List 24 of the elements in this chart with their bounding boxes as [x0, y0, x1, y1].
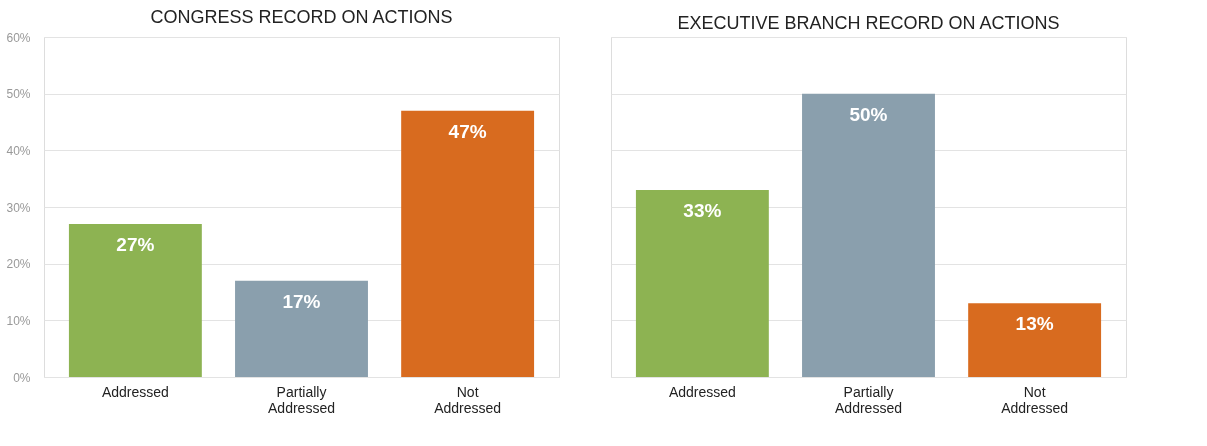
x-tick-label: Addressed: [101, 383, 169, 400]
x-tick-label: Partially Addressed: [268, 383, 335, 416]
bar: [401, 110, 535, 377]
x-tick-label: Not Addressed: [434, 383, 502, 416]
x-tick-label: Partially Addressed: [835, 383, 902, 416]
data-label: 13%: [1015, 313, 1054, 335]
data-label: 47%: [448, 120, 487, 142]
data-label: 17%: [282, 290, 321, 312]
x-tick-label: Not Addressed: [1001, 383, 1069, 416]
y-tick-label: 60%: [6, 30, 31, 45]
y-tick-label: 30%: [6, 200, 31, 215]
bar: [235, 280, 368, 377]
chart-title: CONGRESS RECORD ON ACTIONS: [150, 7, 453, 27]
y-tick-label: 50%: [6, 87, 31, 102]
data-label: 27%: [116, 234, 155, 255]
data-label: 33%: [683, 200, 722, 221]
x-tick-label: Addressed: [668, 383, 736, 400]
bar: [68, 224, 202, 377]
y-tick-label: 40%: [6, 143, 31, 158]
y-tick-label: 20%: [6, 257, 31, 272]
y-tick-label: 10%: [6, 313, 31, 328]
y-tick-label: 0%: [13, 370, 31, 385]
chart-title: EXECUTIVE BRANCH RECORD ON ACTIONS: [677, 13, 1060, 33]
data-label: 50%: [849, 103, 888, 125]
